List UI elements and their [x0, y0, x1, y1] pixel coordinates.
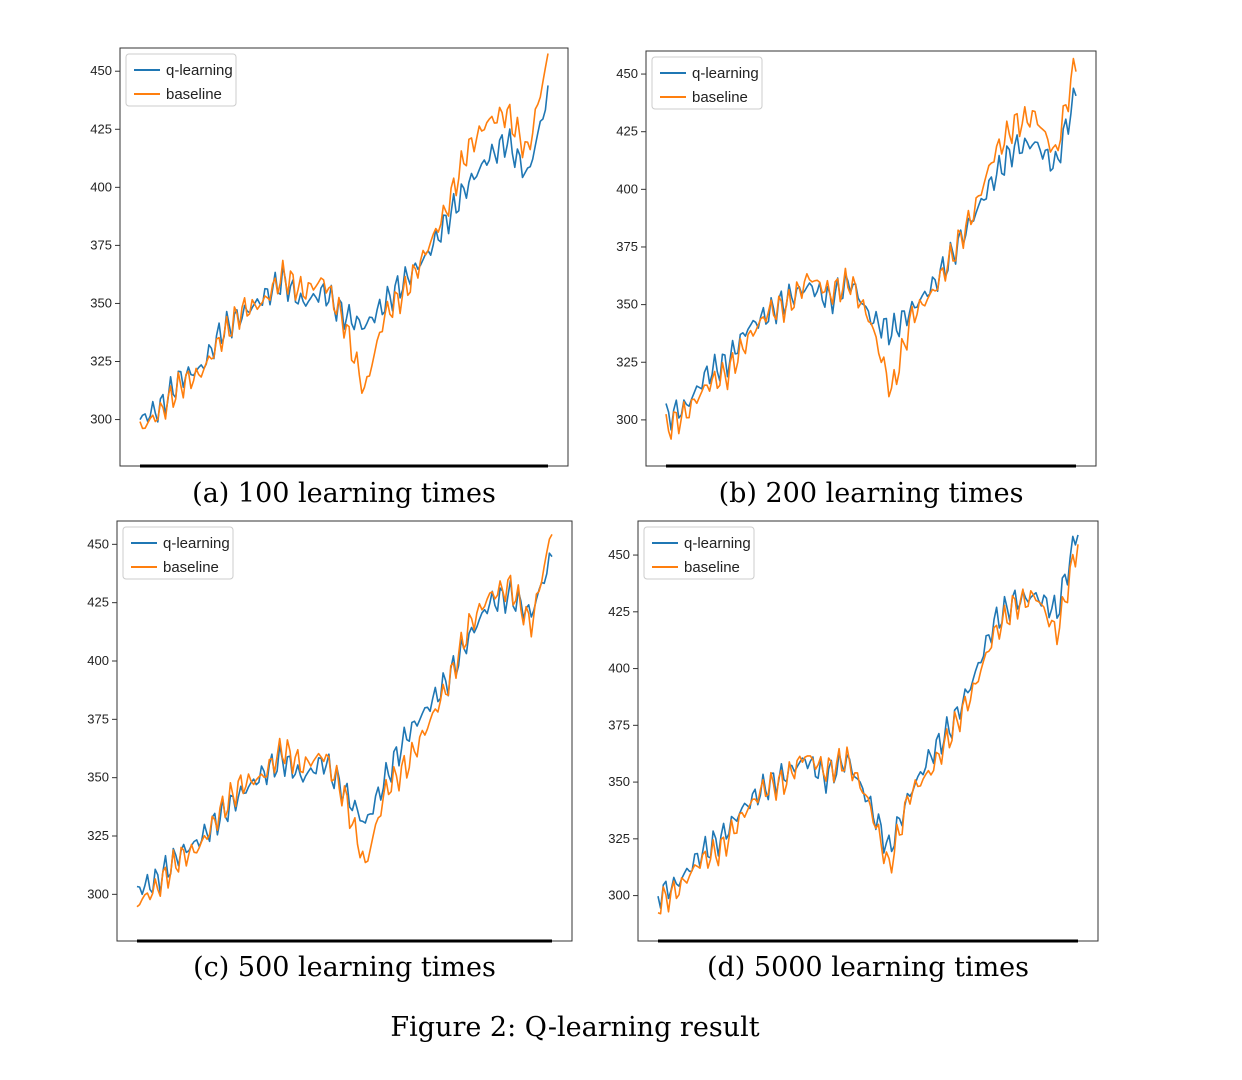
chart-panel-c: 300 325 350 375 400 425 450 q-learning baseline — [77, 513, 577, 943]
series-line-0 — [657, 534, 1079, 910]
y-tick-label: 300 — [87, 886, 109, 901]
y-tick: 450 — [616, 66, 646, 81]
y-tick: 350 — [87, 770, 117, 785]
legend: q-learning baseline — [643, 526, 755, 580]
y-tick: 400 — [608, 661, 638, 676]
series-line-1 — [665, 57, 1077, 440]
y-tick: 375 — [616, 239, 646, 254]
y-tick-label: 325 — [608, 831, 630, 846]
plot-frame — [637, 520, 1099, 942]
y-tick-label: 350 — [608, 774, 630, 789]
series-line-1 — [139, 53, 549, 430]
legend: q-learning baseline — [122, 526, 234, 580]
y-tick: 300 — [87, 886, 117, 901]
y-tick: 325 — [90, 354, 120, 369]
y-tick-label: 300 — [608, 888, 630, 903]
y-tick: 300 — [90, 412, 120, 427]
legend-label: q-learning — [692, 65, 759, 82]
y-tick-label: 450 — [616, 66, 638, 81]
chart-a: 300 325 350 375 400 425 450 q-learning baseline — [90, 47, 569, 468]
y-tick-label: 425 — [87, 595, 109, 610]
y-tick: 325 — [87, 828, 117, 843]
y-tick: 425 — [87, 595, 117, 610]
legend-label: baseline — [163, 559, 219, 576]
y-tick-label: 375 — [90, 237, 112, 252]
legend-label: baseline — [684, 559, 740, 576]
legend: q-learning baseline — [651, 56, 763, 110]
y-tick: 375 — [608, 717, 638, 732]
y-tick-label: 400 — [616, 181, 638, 196]
y-tick-label: 450 — [90, 63, 112, 78]
y-tick-label: 350 — [616, 297, 638, 312]
y-tick-label: 300 — [616, 412, 638, 427]
y-tick: 425 — [608, 604, 638, 619]
chart-d: 300 325 350 375 400 425 450 q-learning baseline — [608, 520, 1099, 943]
y-tick: 375 — [90, 237, 120, 252]
chart-b: 300 325 350 375 400 425 450 q-learning baseline — [616, 50, 1097, 468]
y-tick: 300 — [608, 888, 638, 903]
y-tick: 450 — [87, 536, 117, 551]
y-tick-label: 400 — [608, 661, 630, 676]
y-tick: 425 — [90, 121, 120, 136]
chart-panel-d: 300 325 350 375 400 425 450 q-learning baseline — [598, 513, 1103, 943]
y-tick-label: 450 — [608, 547, 630, 562]
legend-label: q-learning — [684, 535, 751, 552]
chart-panel-a: 300 325 350 375 400 425 450 q-learning baseline — [80, 40, 580, 470]
legend-label: baseline — [166, 86, 222, 103]
y-tick-label: 425 — [90, 121, 112, 136]
y-tick-label: 375 — [87, 711, 109, 726]
y-tick-label: 350 — [90, 295, 112, 310]
series-line-1 — [657, 544, 1079, 915]
y-tick-label: 425 — [616, 124, 638, 139]
y-tick: 450 — [90, 63, 120, 78]
caption-a: (a) 100 learning times — [192, 478, 496, 509]
caption-b: (b) 200 learning times — [718, 478, 1024, 509]
y-tick-label: 450 — [87, 536, 109, 551]
y-tick: 300 — [616, 412, 646, 427]
legend: q-learning baseline — [125, 53, 237, 107]
plot-frame — [116, 520, 573, 942]
y-tick-label: 375 — [616, 239, 638, 254]
chart-c: 300 325 350 375 400 425 450 q-learning baseline — [87, 520, 573, 943]
caption-c: (c) 500 learning times — [193, 952, 496, 983]
y-tick: 400 — [87, 653, 117, 668]
y-tick-label: 350 — [87, 770, 109, 785]
y-tick: 350 — [90, 295, 120, 310]
y-tick-label: 400 — [90, 179, 112, 194]
y-tick: 350 — [616, 297, 646, 312]
series-line-1 — [136, 534, 553, 908]
y-tick-label: 400 — [87, 653, 109, 668]
legend-label: q-learning — [166, 62, 233, 79]
y-tick: 325 — [608, 831, 638, 846]
y-tick-label: 325 — [90, 354, 112, 369]
plot-frame — [645, 50, 1097, 467]
y-tick: 425 — [616, 124, 646, 139]
y-tick: 400 — [616, 181, 646, 196]
chart-panel-b: 300 325 350 375 400 425 450 q-learning baseline — [606, 43, 1106, 473]
plot-frame — [119, 47, 569, 467]
y-tick: 450 — [608, 547, 638, 562]
y-tick-label: 325 — [87, 828, 109, 843]
y-tick-label: 300 — [90, 412, 112, 427]
series-line-0 — [139, 85, 549, 423]
y-tick: 325 — [616, 354, 646, 369]
y-tick: 400 — [90, 179, 120, 194]
caption-d: (d) 5000 learning times — [706, 952, 1030, 983]
figure-caption: Figure 2: Q-learning result — [390, 1012, 760, 1043]
legend-label: q-learning — [163, 535, 230, 552]
y-tick: 350 — [608, 774, 638, 789]
y-tick-label: 425 — [608, 604, 630, 619]
legend-label: baseline — [692, 89, 748, 106]
y-tick-label: 375 — [608, 717, 630, 732]
y-tick-label: 325 — [616, 354, 638, 369]
y-tick: 375 — [87, 711, 117, 726]
